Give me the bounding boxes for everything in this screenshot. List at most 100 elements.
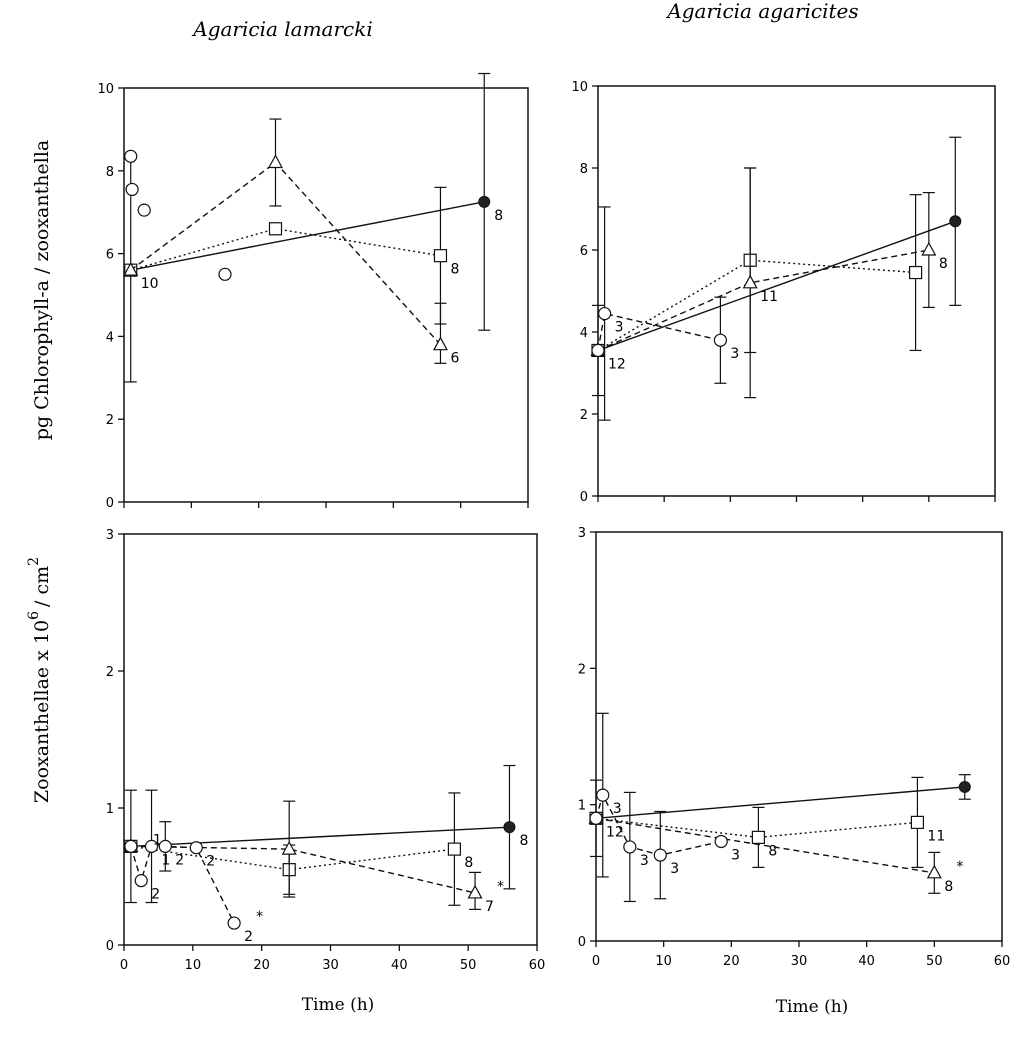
y-tick-label: 2: [106, 665, 114, 680]
sample-size-label: 7: [485, 899, 494, 915]
annotation-label: *: [956, 859, 963, 875]
y-tick-label: 1: [578, 799, 586, 814]
column-title-right: Agaricia agaricites: [665, 0, 858, 23]
x-tick-label: 10: [185, 958, 202, 973]
data-point-circle: [227, 916, 241, 930]
annotation-label: *: [256, 909, 263, 925]
data-point-square: [751, 830, 766, 844]
data-point-triangle: [432, 336, 448, 351]
data-point-triangle: [267, 154, 284, 169]
plot-frame: [597, 85, 996, 497]
x-tick-label: 40: [391, 958, 408, 973]
sample-size-label: 2: [175, 852, 184, 868]
data-point-triangle: [921, 241, 937, 256]
data-point-circle: [125, 182, 139, 197]
series-line: [130, 228, 441, 271]
y-tick-label: 6: [580, 244, 588, 259]
y-tick-label: 2: [578, 662, 586, 677]
sample-size-label: 2: [151, 887, 160, 903]
y-tick-label: 4: [106, 330, 114, 345]
annotation-label: 1: [153, 832, 162, 848]
x-tick-label: 0: [592, 954, 600, 969]
series-line: [595, 817, 935, 874]
y-tick-label: 2: [106, 413, 114, 428]
sample-size-label: 3: [731, 847, 740, 863]
sample-size-label: 8: [944, 879, 953, 895]
series-line: [130, 845, 235, 924]
x-tick-label: 50: [926, 954, 943, 969]
x-tick-label: 30: [791, 954, 808, 969]
plot-frame: [595, 531, 1003, 942]
data-point-circle: [137, 203, 151, 217]
y-tick-label: 10: [97, 82, 114, 97]
sample-size-label: 8: [494, 208, 503, 224]
x-tick-label: 60: [994, 954, 1011, 969]
x-tick-label: 10: [655, 954, 672, 969]
series-line: [597, 220, 956, 352]
plot-frame: [123, 87, 529, 503]
x-tick-label: 30: [322, 958, 339, 973]
sample-size-label: 8: [519, 833, 528, 849]
data-point-square: [908, 265, 923, 280]
panel-agaricites-chlorophyll: 0 2 4 6 8 10 12 11 8 3 3: [571, 80, 996, 505]
series-line: [597, 249, 929, 352]
data-point-circle: [591, 343, 605, 358]
data-point-triangle: [281, 840, 297, 855]
y-tick-label: 3: [578, 526, 586, 541]
y-tick-label: 0: [580, 490, 588, 505]
sample-size-label: 12: [606, 824, 624, 840]
sample-size-label: 2: [206, 854, 215, 870]
data-point-circle: [598, 306, 612, 321]
sample-size-label: 1: [162, 852, 171, 868]
y-tick-label: 1: [106, 802, 114, 817]
sample-size-label: 8: [450, 262, 459, 278]
data-point-square: [433, 249, 448, 263]
x-tick-label: 50: [460, 958, 477, 973]
series-line: [130, 161, 441, 346]
data-point-circle: [713, 333, 728, 347]
sample-size-label: 11: [760, 289, 778, 305]
y-tick-label: 0: [106, 496, 114, 511]
data-point-triangle: [467, 884, 483, 899]
y-axis-title-bottom: Zooxanthellae x 106 / cm2: [26, 557, 53, 803]
data-point-triangle: [742, 274, 758, 289]
y-tick-label: 0: [578, 935, 586, 950]
x-axis-title-left: Time (h): [302, 995, 375, 1015]
data-point-circle: [189, 841, 203, 855]
sample-size-label: 3: [670, 861, 679, 877]
data-point-circle: [623, 840, 637, 854]
data-point-triangle: [123, 261, 139, 276]
x-tick-label: 60: [529, 958, 546, 973]
x-tick-label: 40: [858, 954, 875, 969]
y-tick-label: 4: [580, 326, 588, 341]
data-point-square: [910, 815, 925, 829]
sample-size-label: 3: [730, 346, 739, 362]
sample-size-label: 8: [939, 256, 948, 272]
sample-size-label: 10: [141, 276, 159, 292]
data-point-circle: [596, 788, 610, 802]
data-point-circle: [218, 267, 232, 281]
data-point-square: [447, 842, 461, 856]
sample-size-label: 3: [615, 320, 624, 336]
sample-size-label: 6: [450, 351, 459, 367]
y-tick-label: 0: [106, 939, 114, 954]
data-point-circle: [589, 811, 603, 825]
y-tick-label: 3: [106, 528, 114, 543]
sample-size-label: 8: [768, 843, 777, 859]
annotation-label: *: [497, 879, 504, 895]
data-point-circle: [124, 839, 138, 853]
panel-lamarcki-chlorophyll: 0 2 4 6 8 10 10 8 8 6: [97, 72, 529, 511]
series-line: [130, 201, 485, 271]
data-point-filled-circle: [503, 821, 516, 834]
x-axis-title-right: Time (h): [776, 997, 849, 1017]
sample-size-label: 11: [927, 828, 945, 844]
y-tick-label: 2: [580, 408, 588, 423]
series-line: [595, 786, 965, 819]
y-axis-title-bottom-main: Zooxanthellae x 10: [31, 620, 53, 803]
x-tick-label: 20: [723, 954, 740, 969]
data-point-filled-circle: [949, 215, 962, 228]
data-point-square: [268, 222, 283, 236]
y-tick-label: 8: [106, 165, 114, 180]
